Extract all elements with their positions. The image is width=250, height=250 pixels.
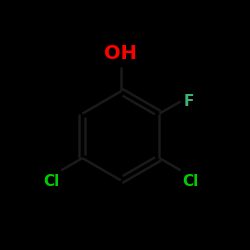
Text: Cl: Cl bbox=[182, 174, 199, 189]
Text: Cl: Cl bbox=[43, 174, 59, 189]
Text: OH: OH bbox=[104, 44, 137, 62]
Text: F: F bbox=[184, 94, 194, 109]
